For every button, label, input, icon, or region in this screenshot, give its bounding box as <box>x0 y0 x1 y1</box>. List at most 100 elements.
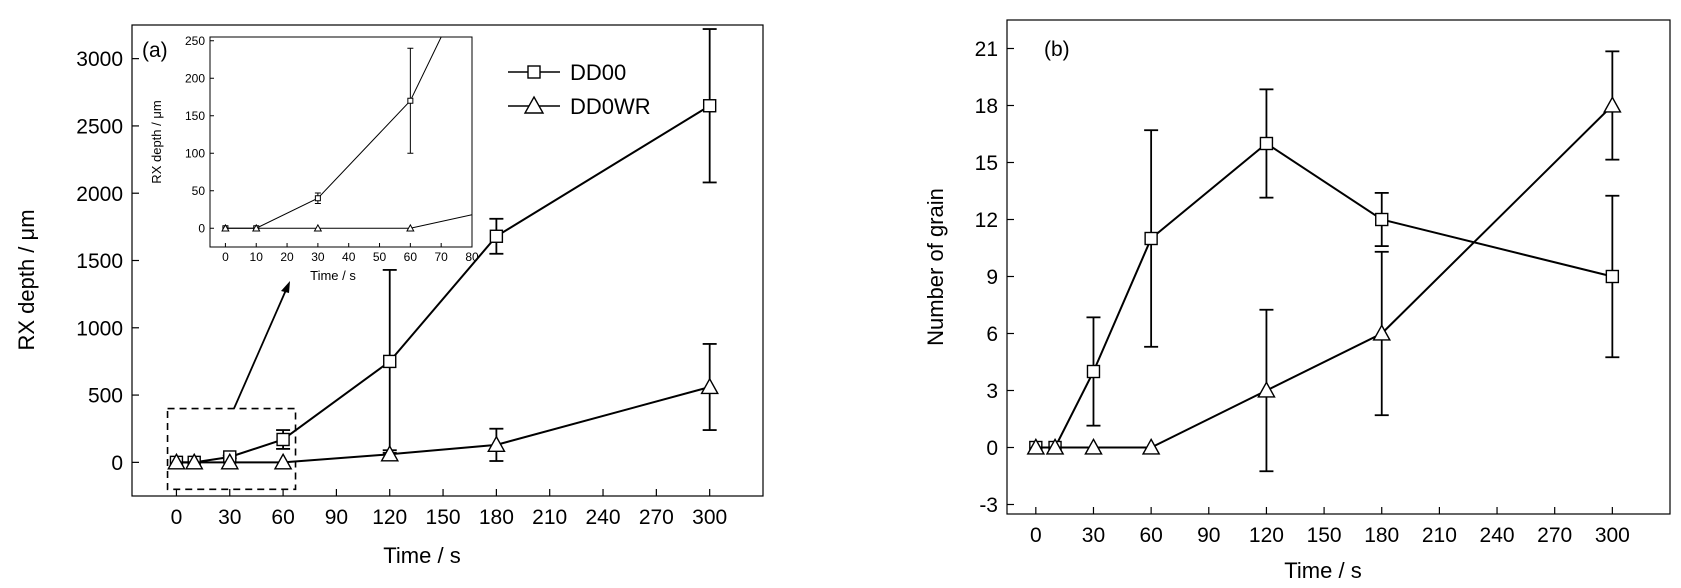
y-tick-label: 250 <box>185 34 205 48</box>
x-tick-label: 10 <box>250 250 264 264</box>
panel-a-y-axis-title: RX depth / μm <box>14 209 39 350</box>
data-point-dd00 <box>383 354 397 369</box>
data-point-dd0wr <box>1141 437 1161 455</box>
data-point-dd0wr <box>221 223 230 232</box>
data-point-dd0wr <box>167 452 186 470</box>
zoom-region-box <box>166 407 297 491</box>
y-tick-label: 100 <box>185 147 205 161</box>
y-tick-label: 200 <box>185 72 205 86</box>
y-tick-label: 500 <box>88 385 123 408</box>
data-point-dd00 <box>276 432 290 447</box>
x-tick-label: 90 <box>1197 524 1220 547</box>
data-point-dd00 <box>1144 231 1158 246</box>
data-point-dd00 <box>1086 364 1101 379</box>
x-tick-label: 150 <box>1307 524 1342 547</box>
y-tick-label: 0 <box>111 452 123 475</box>
x-tick-label: 30 <box>218 506 241 529</box>
data-point-dd0wr <box>1045 437 1065 455</box>
legend-label-dd0wr: DD0WR <box>570 94 651 119</box>
data-point-dd0wr <box>252 223 261 232</box>
y-tick-label: 150 <box>185 109 205 123</box>
x-tick-label: 240 <box>1480 524 1515 547</box>
y-tick-label: 6 <box>986 323 998 346</box>
y-tick-label: 1500 <box>76 250 123 273</box>
data-point-dd00 <box>407 97 414 104</box>
y-tick-label: 1000 <box>76 317 123 340</box>
x-tick-label: 300 <box>692 506 727 529</box>
x-tick-label: 30 <box>1082 524 1105 547</box>
legend-square-marker <box>527 65 541 79</box>
x-tick-label: 0 <box>171 506 183 529</box>
legend-entry-dd0wr: DD0WR <box>508 94 651 119</box>
inset-chart: Time / s RX depth / μm 0 10 20 30 40 50 60 70 80… <box>149 34 479 283</box>
panel-b-chart: (b) Time / s Number of grain 0 30 60 90 120 1… <box>923 19 1671 583</box>
data-point-dd0wr <box>313 223 323 232</box>
x-tick-label: 30 <box>311 250 325 264</box>
y-tick-label: 3 <box>986 380 998 403</box>
legend-triangle-marker <box>523 95 545 114</box>
x-tick-label: 240 <box>586 506 621 529</box>
data-point-dd00 <box>1259 136 1274 151</box>
data-point-dd0wr <box>184 452 204 470</box>
x-tick-label: 60 <box>271 506 294 529</box>
data-point-dd0wr <box>406 223 415 232</box>
y-tick-label: 3000 <box>76 48 123 71</box>
data-point-dd00 <box>1605 269 1620 284</box>
panel-b-y-axis-title: Number of grain <box>923 188 948 346</box>
inset-plot-frame <box>209 36 473 248</box>
x-tick-label: 270 <box>1537 524 1572 547</box>
x-tick-label: 60 <box>1139 524 1162 547</box>
y-tick-label: 2000 <box>76 183 123 206</box>
data-point-dd00 <box>1375 212 1389 227</box>
y-tick-label: 15 <box>975 152 998 175</box>
x-tick-label: 70 <box>434 250 448 264</box>
data-point-dd00 <box>489 229 504 243</box>
x-tick-label: 180 <box>1364 524 1399 547</box>
data-point-dd0wr <box>1603 95 1622 113</box>
x-tick-label: 60 <box>404 250 418 264</box>
x-tick-label: 150 <box>426 506 461 529</box>
data-point-dd0wr <box>1026 437 1046 455</box>
x-tick-label: 270 <box>639 506 674 529</box>
x-tick-label: 0 <box>1030 524 1042 547</box>
x-tick-label: 210 <box>1422 524 1457 547</box>
panel-a-x-axis-title: Time / s <box>383 543 460 568</box>
x-tick-label: 50 <box>373 250 387 264</box>
panel-b-x-axis-title: Time / s <box>1284 558 1361 583</box>
inset-y-axis-title: RX depth / μm <box>149 100 164 183</box>
x-tick-label: 180 <box>479 506 514 529</box>
x-tick-label: 0 <box>222 250 229 264</box>
y-tick-label: 12 <box>975 209 998 232</box>
data-point-dd0wr <box>1257 380 1276 398</box>
y-tick-label: 9 <box>986 266 998 289</box>
data-point-dd00 <box>702 99 717 113</box>
inset-x-axis-title: Time / s <box>310 268 356 283</box>
panel-a-label: (a) <box>142 39 168 62</box>
data-point-dd0wr <box>487 435 506 453</box>
x-tick-label: 120 <box>1249 524 1284 547</box>
y-tick-label: 0 <box>198 222 205 236</box>
y-tick-label: -3 <box>979 494 998 517</box>
y-tick-label: 50 <box>192 184 206 198</box>
data-point-dd0wr <box>220 452 240 470</box>
legend: DD00 DD0WR <box>508 60 651 119</box>
y-tick-label: 21 <box>975 38 998 61</box>
x-tick-label: 120 <box>372 506 407 529</box>
x-tick-label: 90 <box>325 506 348 529</box>
legend-label-dd00: DD00 <box>570 60 626 85</box>
y-tick-label: 0 <box>986 437 998 460</box>
data-point-dd0wr <box>380 444 400 462</box>
x-tick-label: 80 <box>465 250 479 264</box>
x-tick-label: 210 <box>532 506 567 529</box>
zoom-arrow <box>233 281 290 409</box>
panel-b-plot-frame <box>1006 19 1671 515</box>
panel-b-label: (b) <box>1044 38 1070 61</box>
data-point-dd00 <box>314 195 321 202</box>
x-tick-label: 40 <box>342 250 356 264</box>
x-tick-label: 20 <box>280 250 294 264</box>
data-point-dd0wr <box>700 377 719 395</box>
x-tick-label: 300 <box>1595 524 1630 547</box>
legend-entry-dd00: DD00 <box>508 60 626 85</box>
y-tick-label: 18 <box>975 95 998 118</box>
